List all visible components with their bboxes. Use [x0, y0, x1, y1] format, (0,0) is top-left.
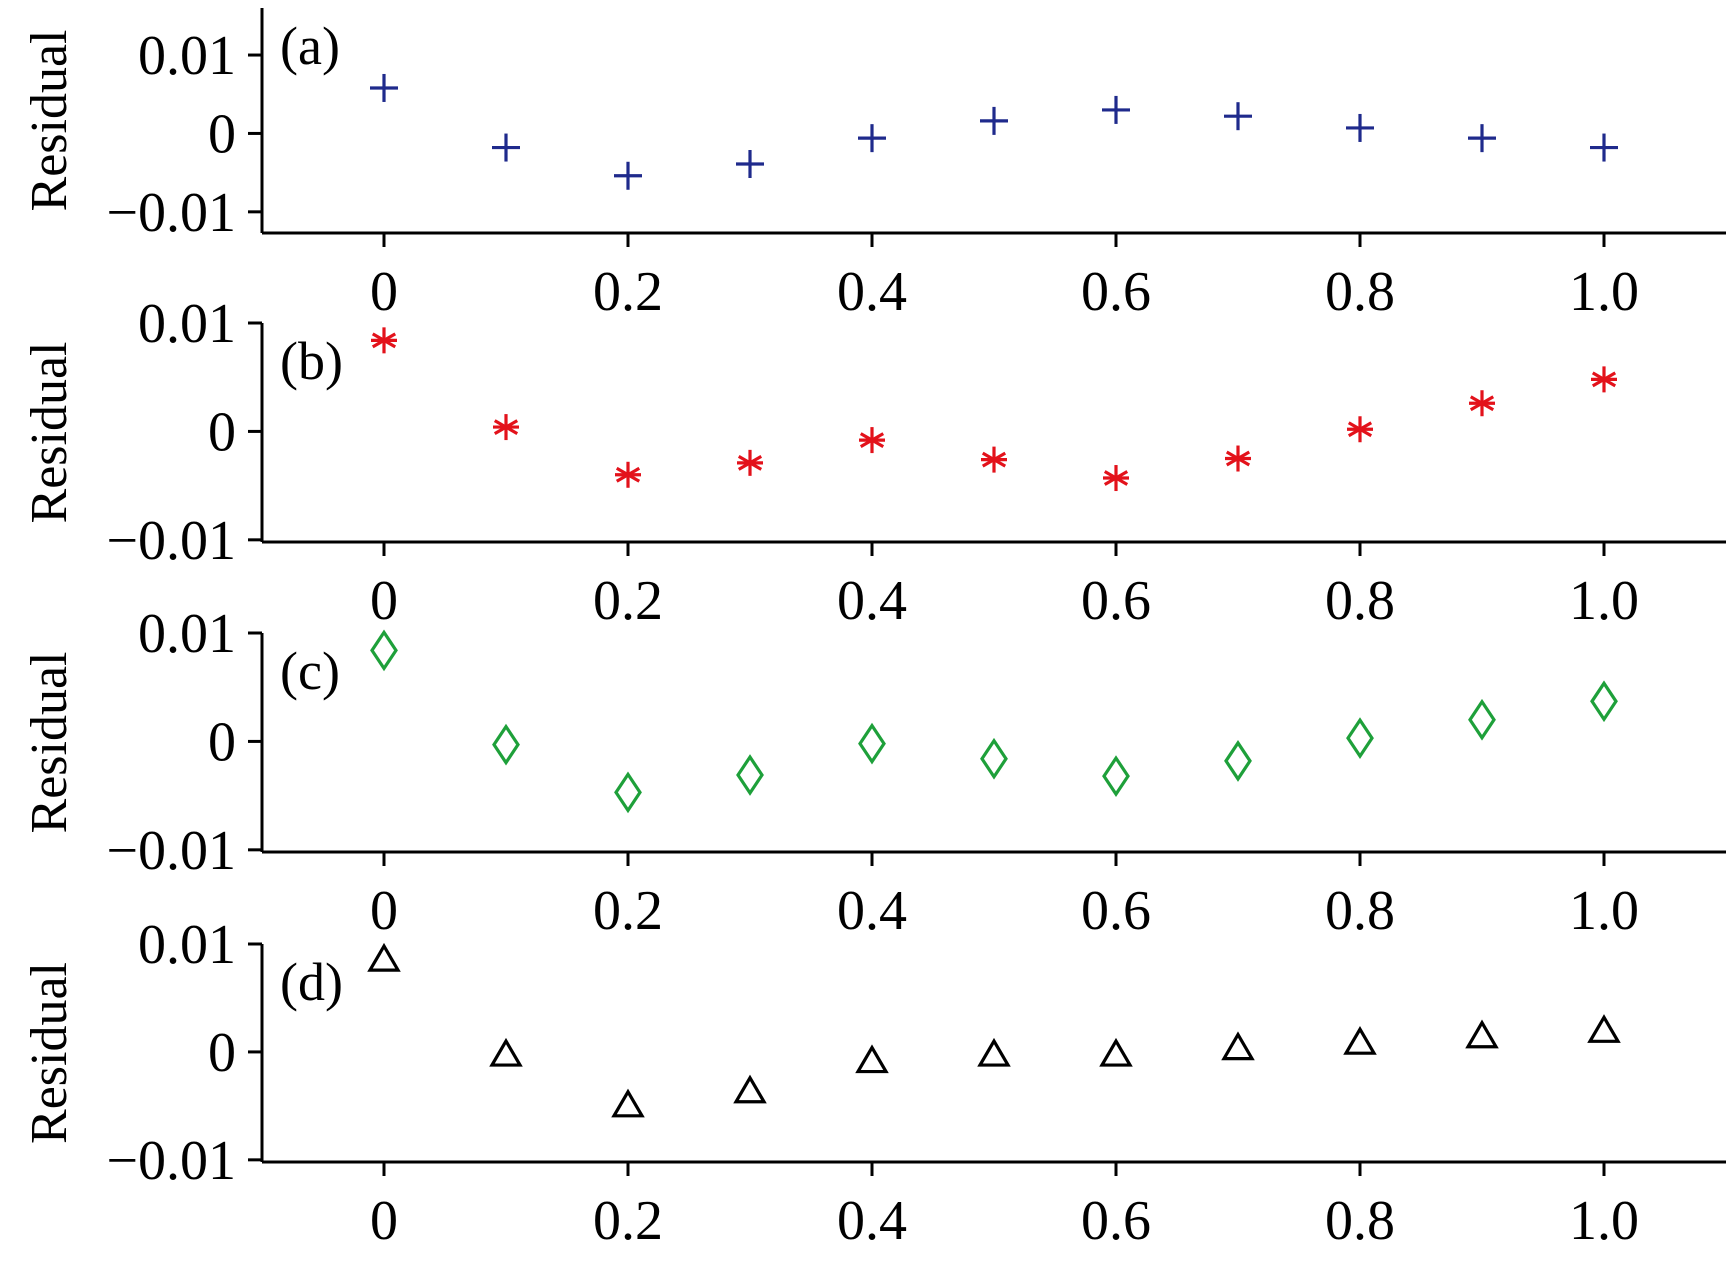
data-point [859, 427, 885, 454]
data-point [858, 124, 886, 153]
data-point [1224, 740, 1252, 782]
y-tick-label: 0.01 [138, 914, 236, 976]
data-point [492, 133, 520, 162]
x-tick-label: 0.8 [1325, 570, 1395, 632]
x-tick-label: 0.2 [593, 261, 663, 323]
y-tick-label: 0 [208, 103, 236, 165]
x-tick-label: 0.8 [1325, 1190, 1395, 1252]
data-point [1590, 680, 1618, 723]
data-point [1587, 1014, 1621, 1043]
panel-b: 0.01 0 −0.01 0 0.2 0.4 0.6 0.8 1.0 Residual (b) [21, 293, 1726, 632]
x-tick-label: 0.8 [1325, 261, 1395, 323]
y-axis-label: Residual [21, 30, 78, 212]
data-point [367, 942, 401, 972]
data-point [1346, 717, 1374, 760]
data-point [370, 629, 398, 672]
data-point [614, 771, 642, 814]
data-point [981, 446, 1007, 473]
y-axis-label: Residual [21, 342, 78, 524]
data-point [1346, 113, 1374, 142]
data-point [371, 327, 397, 354]
data-point [737, 449, 763, 476]
y-tick-label: −0.01 [106, 510, 236, 572]
panel-label: (a) [280, 16, 340, 76]
data-point [980, 106, 1008, 135]
data-point [489, 1037, 523, 1067]
data-point [493, 414, 519, 441]
y-tick-label: −0.01 [106, 820, 236, 882]
data-point [1469, 390, 1495, 417]
x-tick-label: 0 [370, 261, 398, 323]
x-tick-label: 0.4 [837, 1190, 907, 1252]
data-point [492, 723, 520, 766]
y-tick-label: 0.01 [138, 293, 236, 355]
x-tick-label: 0 [370, 880, 398, 942]
x-tick-label: 1.0 [1569, 880, 1639, 942]
data-point [977, 1037, 1011, 1067]
data-point [1468, 124, 1496, 153]
panel-label: (b) [280, 331, 343, 391]
y-tick-label: 0 [208, 1022, 236, 1084]
panel-c: 0.01 0 −0.01 0 0.2 0.4 0.6 0.8 1.0 Residual (c) [21, 603, 1726, 942]
data-point [1225, 445, 1251, 472]
data-point [370, 73, 398, 102]
x-tick-label: 0.8 [1325, 880, 1395, 942]
panel-a: 0.01 0 −0.01 0 0.2 0.4 0.6 0.8 1.0 Residual (a) [21, 8, 1726, 323]
x-tick-label: 1.0 [1569, 1190, 1639, 1252]
x-tick-label: 0.4 [837, 570, 907, 632]
data-point [1102, 755, 1130, 797]
x-tick-label: 0.6 [1081, 880, 1151, 942]
data-point [1468, 698, 1496, 741]
data-point [1103, 465, 1129, 492]
data-point [611, 1088, 645, 1118]
data-point [736, 754, 764, 796]
y-tick-label: 0.01 [138, 25, 236, 87]
x-tick-label: 1.0 [1569, 261, 1639, 323]
x-tick-label: 0.6 [1081, 1190, 1151, 1252]
data-point [736, 150, 764, 179]
data-point [980, 737, 1008, 780]
x-tick-label: 0 [370, 570, 398, 632]
x-tick-label: 0.4 [837, 261, 907, 323]
x-tick-label: 0.6 [1081, 570, 1151, 632]
panel-label: (c) [280, 641, 340, 701]
y-tick-label: 0 [208, 401, 236, 463]
x-tick-label: 0.2 [593, 1190, 663, 1252]
x-tick-label: 1.0 [1569, 570, 1639, 632]
data-point [1224, 102, 1252, 131]
y-axis-label: Residual [21, 652, 78, 834]
data-point [858, 722, 886, 765]
y-tick-label: 0 [208, 711, 236, 773]
data-point [614, 161, 642, 190]
data-point [1590, 133, 1618, 162]
y-tick-label: 0.01 [138, 603, 236, 665]
panel-label: (d) [280, 952, 343, 1012]
data-point [1347, 416, 1373, 443]
data-point [1343, 1026, 1377, 1055]
data-point [1099, 1037, 1133, 1067]
x-tick-label: 0.2 [593, 880, 663, 942]
data-point [615, 461, 641, 488]
data-point [733, 1074, 767, 1104]
x-tick-label: 0.4 [837, 880, 907, 942]
y-tick-label: −0.01 [106, 182, 236, 244]
data-point [1465, 1019, 1499, 1049]
data-point [855, 1044, 889, 1074]
y-tick-label: −0.01 [106, 1130, 236, 1192]
x-tick-label: 0.6 [1081, 261, 1151, 323]
x-tick-label: 0.2 [593, 570, 663, 632]
data-point [1102, 95, 1130, 124]
data-point [1221, 1031, 1255, 1061]
panel-d: 0.01 0 −0.01 0 0.2 0.4 0.6 0.8 1.0 Residual (d) [21, 914, 1726, 1252]
y-axis-label: Residual [21, 962, 78, 1144]
x-tick-label: 0 [370, 1190, 398, 1252]
data-point [1591, 366, 1617, 393]
